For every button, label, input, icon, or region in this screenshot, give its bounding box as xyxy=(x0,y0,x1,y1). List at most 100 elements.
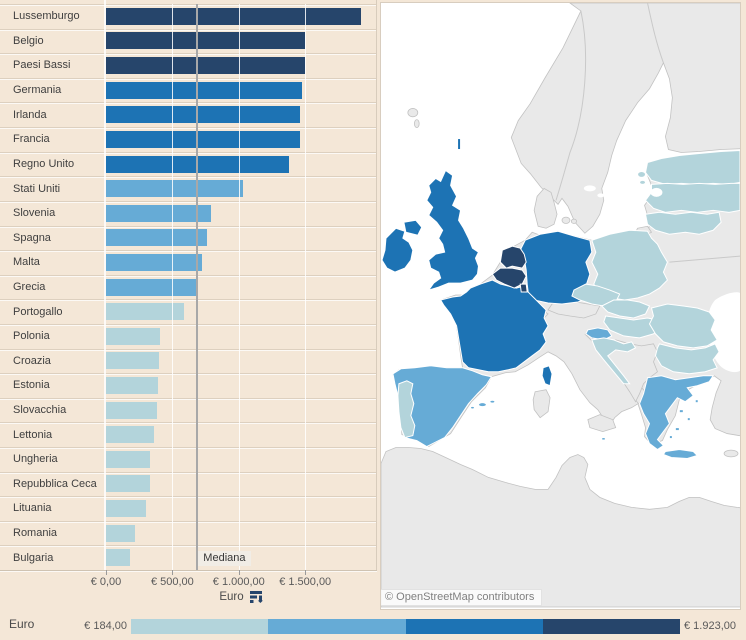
median-reference-line[interactable] xyxy=(195,4,198,570)
row-label-lettonia[interactable]: Lettonia xyxy=(13,428,53,441)
bar-stati-uniti[interactable] xyxy=(106,180,244,198)
choropleth-map: © OpenStreetMap contributors xyxy=(380,2,741,610)
row-label-croazia[interactable]: Croazia xyxy=(13,354,51,367)
bar-portogallo[interactable] xyxy=(106,303,185,321)
row-separator xyxy=(0,373,377,375)
country-croatia[interactable] xyxy=(591,337,637,385)
country-estonia-island[interactable] xyxy=(639,179,647,185)
country-greek-island[interactable] xyxy=(678,409,684,414)
row-label-belgio[interactable]: Belgio xyxy=(13,34,44,47)
row-separator xyxy=(0,4,377,5)
country-netherlands[interactable] xyxy=(499,245,527,269)
bar-irlanda[interactable] xyxy=(106,106,301,124)
row-separator xyxy=(0,447,377,448)
row-label-polonia[interactable]: Polonia xyxy=(13,330,50,343)
row-separator xyxy=(0,28,377,30)
country-sardinia[interactable] xyxy=(532,389,551,419)
bar-croazia[interactable] xyxy=(106,352,159,370)
country-greek-island[interactable] xyxy=(686,417,691,422)
row-label-irlanda[interactable]: Irlanda xyxy=(13,108,47,121)
row-label-slovenia[interactable]: Slovenia xyxy=(13,207,56,220)
bar-francia[interactable] xyxy=(106,130,300,148)
bar-lussemburgo[interactable] xyxy=(106,7,362,25)
bar-slovacchia[interactable] xyxy=(106,401,157,419)
country-poland[interactable] xyxy=(591,229,669,301)
row-label-spagna[interactable]: Spagna xyxy=(13,231,51,244)
country-greek-island[interactable] xyxy=(674,427,680,432)
country-corsica[interactable] xyxy=(541,365,553,387)
row-label-portogallo[interactable]: Portogallo xyxy=(13,305,63,318)
row-label-malta[interactable]: Malta xyxy=(13,256,40,269)
bar-polonia[interactable] xyxy=(106,327,161,345)
country-cyprus[interactable] xyxy=(723,449,739,458)
country-faroe[interactable] xyxy=(414,119,420,128)
bar-belgio[interactable] xyxy=(106,32,306,50)
country-balearic-island[interactable] xyxy=(470,405,475,410)
country-bulgaria[interactable] xyxy=(654,343,720,375)
bar-spagna[interactable] xyxy=(106,229,207,247)
country-latvia[interactable] xyxy=(644,182,740,213)
country-estonia-island[interactable] xyxy=(637,170,647,178)
row-label-repubblica-ceca[interactable]: Repubblica Ceca xyxy=(13,477,97,490)
country-slovakia[interactable] xyxy=(600,299,651,319)
country-balearic-island[interactable] xyxy=(489,399,496,404)
row-label-regno-unito[interactable]: Regno Unito xyxy=(13,157,75,170)
x-axis-title: Euro xyxy=(219,590,244,603)
bar-bulgaria[interactable] xyxy=(106,549,131,567)
row-label-lussemburgo[interactable]: Lussemburgo xyxy=(13,10,80,23)
bar-germania[interactable] xyxy=(106,81,302,99)
row-label-lituania[interactable]: Lituania xyxy=(13,502,52,515)
bar-lituania[interactable] xyxy=(106,500,146,517)
country-greek-island[interactable] xyxy=(694,399,699,404)
country-sicily[interactable] xyxy=(587,414,617,433)
row-label-paesi-bassi[interactable]: Paesi Bassi xyxy=(13,59,71,72)
row-label-germania[interactable]: Germania xyxy=(13,84,62,97)
country-denmark-island[interactable] xyxy=(561,216,571,224)
country-ireland[interactable] xyxy=(381,227,414,273)
row-label-estonia[interactable]: Estonia xyxy=(13,379,50,392)
country-crete[interactable] xyxy=(662,449,699,459)
country-northern-ireland[interactable] xyxy=(403,219,423,236)
country-malta[interactable] xyxy=(601,437,606,441)
country-denmark-island[interactable] xyxy=(570,218,577,224)
country-luxembourg[interactable] xyxy=(519,283,528,293)
row-label-slovacchia[interactable]: Slovacchia xyxy=(13,403,67,416)
row-label-bulgaria[interactable]: Bulgaria xyxy=(13,551,54,564)
country-romania[interactable] xyxy=(648,303,718,349)
bar-slovenia[interactable] xyxy=(106,204,211,222)
country-balearic-island[interactable] xyxy=(477,402,487,408)
country-greece[interactable] xyxy=(639,375,715,451)
bar-repubblica-ceca[interactable] xyxy=(106,475,151,493)
country-lithuania[interactable] xyxy=(644,211,722,235)
country-denmark[interactable] xyxy=(533,187,558,229)
country-united-kingdom[interactable] xyxy=(426,169,480,291)
row-label-grecia[interactable]: Grecia xyxy=(13,280,46,293)
bar-malta[interactable] xyxy=(106,253,202,271)
bar-grecia[interactable] xyxy=(106,278,197,296)
bar-ungheria[interactable] xyxy=(106,450,151,468)
bar-estonia[interactable] xyxy=(106,376,158,394)
axis-tick-label: € 1.500,00 xyxy=(279,576,332,588)
legend-segment-q1 xyxy=(131,619,269,634)
row-separator xyxy=(0,545,377,547)
row-label-stati-uniti[interactable]: Stati Uniti xyxy=(13,182,61,195)
row-label-romania[interactable]: Romania xyxy=(13,527,58,540)
country-north-africa[interactable] xyxy=(381,447,740,608)
country-greek-island[interactable] xyxy=(668,435,673,440)
legend-ramp[interactable] xyxy=(131,619,680,634)
bar-romania[interactable] xyxy=(106,524,135,542)
bar-paesi-bassi[interactable] xyxy=(106,57,306,74)
bar-lettonia[interactable] xyxy=(106,426,154,444)
row-label-ungheria[interactable]: Ungheria xyxy=(13,453,58,466)
legend-segment-q2 xyxy=(268,619,406,634)
row-label-francia[interactable]: Francia xyxy=(13,133,50,146)
country-portugal[interactable] xyxy=(397,380,416,439)
axis-tick xyxy=(172,570,174,575)
country-belgium[interactable] xyxy=(491,267,527,289)
row-separator xyxy=(0,77,377,79)
country-faroe[interactable] xyxy=(407,108,419,118)
axis-tick xyxy=(238,570,240,575)
sort-descending-icon[interactable] xyxy=(249,590,263,603)
country-slovenia[interactable] xyxy=(585,327,613,341)
country-shetland[interactable] xyxy=(457,138,462,151)
